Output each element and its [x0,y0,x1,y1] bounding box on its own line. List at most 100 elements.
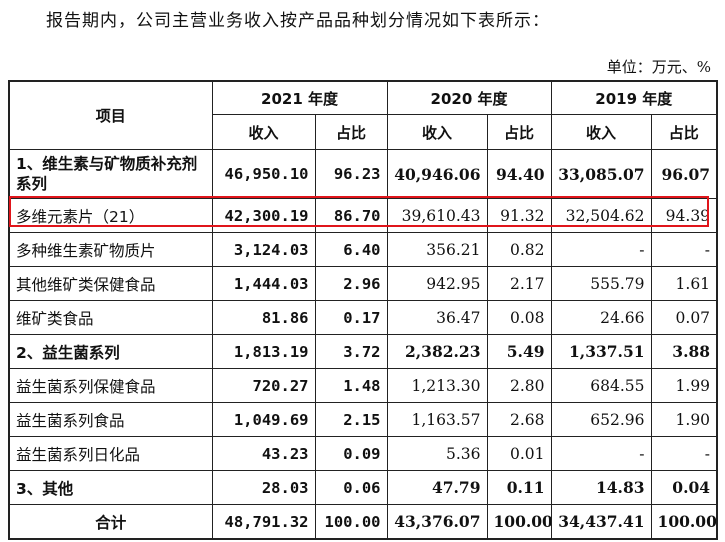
cell-share-2020: 91.32 [486,198,552,233]
cell-share-2020: 5.49 [486,334,552,369]
cell-share-2020: 100.00 [486,504,552,540]
table-row: 益生菌系列食品 1,049.69 2.15 1,163.57 2.68 652.… [8,402,718,437]
cell-share-2019: 1.99 [650,368,718,403]
table-row: 多种维生素矿物质片 3,124.03 6.40 356.21 0.82 - - [8,232,718,267]
cell-share-2019: 3.88 [650,334,718,369]
total-row: 合计 48,791.32 100.00 43,376.07 100.00 34,… [8,504,718,540]
cell-revenue-2021: 1,813.19 [211,334,316,369]
cell-share-2019: 0.07 [650,300,718,335]
cell-share-2021: 2.15 [314,402,388,437]
row-label: 3、其他 [8,470,213,505]
cell-revenue-2020: 942.95 [386,266,488,301]
cell-revenue-2020: 5.36 [386,436,488,471]
cell-revenue-2019: 34,437.41 [550,504,652,540]
header-revenue: 收入 [211,114,316,150]
cell-share-2021: 96.23 [314,149,388,199]
row-label: 多种维生素矿物质片 [8,232,213,267]
header-row-metrics: 收入 占比 收入 占比 收入 占比 [9,114,718,150]
header-share: 占比 [486,114,552,150]
cell-share-2020: 0.11 [486,470,552,505]
cell-share-2020: 0.82 [486,232,552,267]
cell-revenue-2019: 652.96 [550,402,652,437]
cell-share-2019: 1.90 [650,402,718,437]
header-revenue: 收入 [550,114,652,150]
row-label: 2、益生菌系列 [8,334,213,369]
cell-revenue-2019: 32,504.62 [550,198,652,233]
cell-revenue-2020: 1,163.57 [386,402,488,437]
table-row: 益生菌系列日化品 43.23 0.09 5.36 0.01 - - [8,436,718,471]
row-label: 多维元素片（21） [8,198,213,233]
cell-revenue-2021: 28.03 [211,470,316,505]
cell-revenue-2021: 81.86 [211,300,316,335]
cell-revenue-2019: 24.66 [550,300,652,335]
row-label: 益生菌系列食品 [8,402,213,437]
table-row: 益生菌系列保健食品 720.27 1.48 1,213.30 2.80 684.… [8,368,718,403]
header-share: 占比 [650,114,718,150]
cell-revenue-2019: - [550,232,652,267]
table-row: 其他维矿类保健食品 1,444.03 2.96 942.95 2.17 555.… [8,266,718,301]
cell-share-2021: 86.70 [314,198,388,233]
cell-share-2021: 100.00 [314,504,388,540]
cell-share-2021: 6.40 [314,232,388,267]
row-label: 益生菌系列保健食品 [8,368,213,403]
table-row: 维矿类食品 81.86 0.17 36.47 0.08 24.66 0.07 [8,300,718,335]
cell-share-2019: 0.04 [650,470,718,505]
cell-revenue-2021: 1,049.69 [211,402,316,437]
cell-revenue-2021: 43.23 [211,436,316,471]
cell-share-2020: 94.40 [486,149,552,199]
row-label: 其他维矿类保健食品 [8,266,213,301]
cell-revenue-2020: 43,376.07 [386,504,488,540]
cell-share-2019: 1.61 [650,266,718,301]
unit-label: 单位：万元、% [606,58,711,76]
cell-revenue-2020: 36.47 [386,300,488,335]
cell-share-2019: 96.07 [650,149,718,199]
row-label: 维矿类食品 [8,300,213,335]
table-row: 2、益生菌系列 1,813.19 3.72 2,382.23 5.49 1,33… [8,334,718,369]
header-item: 项目 [8,80,213,150]
cell-revenue-2019: - [550,436,652,471]
row-label: 合计 [8,504,213,540]
cell-share-2021: 2.96 [314,266,388,301]
cell-revenue-2021: 1,444.03 [211,266,316,301]
header-row-years: 项目 2021 年度 2020 年度 2019 年度 [8,80,718,150]
cell-revenue-2021: 3,124.03 [211,232,316,267]
cell-share-2020: 0.01 [486,436,552,471]
cell-revenue-2019: 14.83 [550,470,652,505]
cell-revenue-2021: 48,791.32 [211,504,316,540]
table-row: 1、维生素与矿物质补充剂系列 46,950.10 96.23 40,946.06… [8,149,718,199]
cell-share-2020: 2.17 [486,266,552,301]
cell-revenue-2020: 47.79 [386,470,488,505]
intro-text: 报告期内，公司主营业务收入按产品品种划分情况如下表所示： [46,11,550,31]
cell-revenue-2020: 356.21 [386,232,488,267]
cell-share-2020: 2.80 [486,368,552,403]
cell-revenue-2021: 46,950.10 [211,149,316,199]
cell-revenue-2021: 42,300.19 [211,198,316,233]
cell-share-2021: 3.72 [314,334,388,369]
cell-share-2020: 2.68 [486,402,552,437]
row-label: 1、维生素与矿物质补充剂系列 [8,149,213,199]
cell-share-2019: 100.00 [650,504,718,540]
cell-share-2020: 0.08 [486,300,552,335]
cell-share-2021: 0.09 [314,436,388,471]
cell-share-2019: - [650,232,718,267]
cell-revenue-2020: 39,610.43 [386,198,488,233]
cell-share-2021: 1.48 [314,368,388,403]
cell-revenue-2020: 40,946.06 [386,149,488,199]
cell-revenue-2021: 720.27 [211,368,316,403]
header-year-2021: 2021 年度 [211,80,388,115]
row-label: 益生菌系列日化品 [8,436,213,471]
cell-revenue-2019: 33,085.07 [550,149,652,199]
cell-revenue-2019: 684.55 [550,368,652,403]
cell-revenue-2020: 1,213.30 [386,368,488,403]
cell-revenue-2019: 1,337.51 [550,334,652,369]
cell-share-2019: - [650,436,718,471]
cell-share-2021: 0.17 [314,300,388,335]
cell-share-2021: 0.06 [314,470,388,505]
header-share: 占比 [314,114,388,150]
cell-revenue-2019: 555.79 [550,266,652,301]
revenue-table: 项目 2021 年度 2020 年度 2019 年度 收入 占比 收入 占比 收… [8,80,719,540]
header-revenue: 收入 [386,114,488,150]
header-year-2019: 2019 年度 [550,80,718,115]
header-year-2020: 2020 年度 [386,80,552,115]
table-row: 3、其他 28.03 0.06 47.79 0.11 14.83 0.04 [8,470,718,505]
